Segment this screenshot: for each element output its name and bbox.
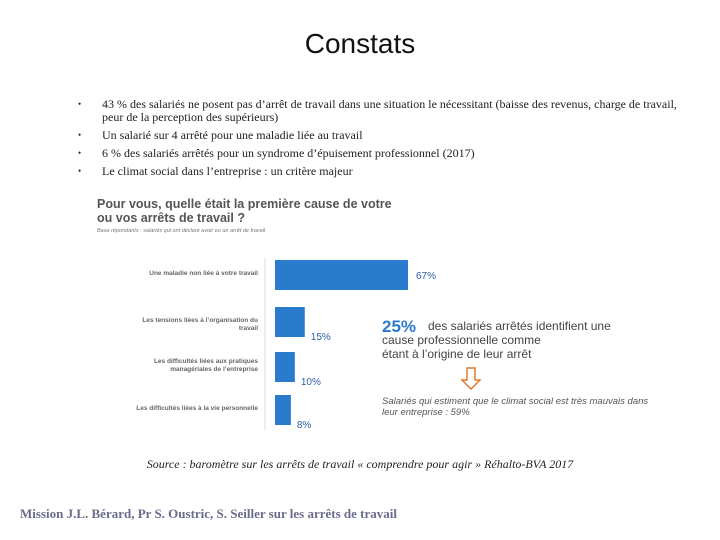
bullet: 43 % des salariés ne posent pas d’arrêt … <box>78 98 678 124</box>
chart-subtitle: Base répondants : salariés qui ont décla… <box>97 228 266 234</box>
value-label: 15% <box>311 332 331 343</box>
slide-title: Constats <box>304 28 416 59</box>
annotation-percent: 25% <box>382 317 416 336</box>
bullet: Un salarié sur 4 arrêté pour une maladie… <box>78 129 678 143</box>
value-label: 10% <box>301 377 321 388</box>
bullet: 6 % des salariés arrêtés pour un syndrom… <box>78 147 678 161</box>
source: Source : baromètre sur les arrêts de tra… <box>146 457 574 471</box>
category-label: Les difficultés liées aux pratiques manag… <box>154 358 258 373</box>
bar <box>275 352 295 382</box>
category-label: Les tensions liées à l’organisation du tr… <box>142 317 258 332</box>
bullet: Le climat social dans l’entreprise : un … <box>78 165 678 179</box>
annotation-note: Salariés qui estiment que le climat soci… <box>382 396 648 418</box>
footer: Mission J.L. Bérard, Pr S. Oustric, S. S… <box>20 506 397 521</box>
value-label: 67% <box>416 271 436 282</box>
bar <box>275 395 291 425</box>
bullet-list: 43 % des salariés ne posent pas d’arrêt … <box>78 98 678 183</box>
annotation-text: des salariés arrêtés identifient une caus… <box>382 319 611 361</box>
chart-title: Pour vous, quelle était la première caus… <box>97 197 392 225</box>
bar <box>275 260 408 290</box>
category-label: Une maladie non liée à votre travail <box>149 270 258 277</box>
category-label: Les difficultés liées à la vie personnel… <box>136 405 258 412</box>
arrow-icon <box>460 367 482 391</box>
value-label: 8% <box>297 420 312 431</box>
bar <box>275 307 305 337</box>
